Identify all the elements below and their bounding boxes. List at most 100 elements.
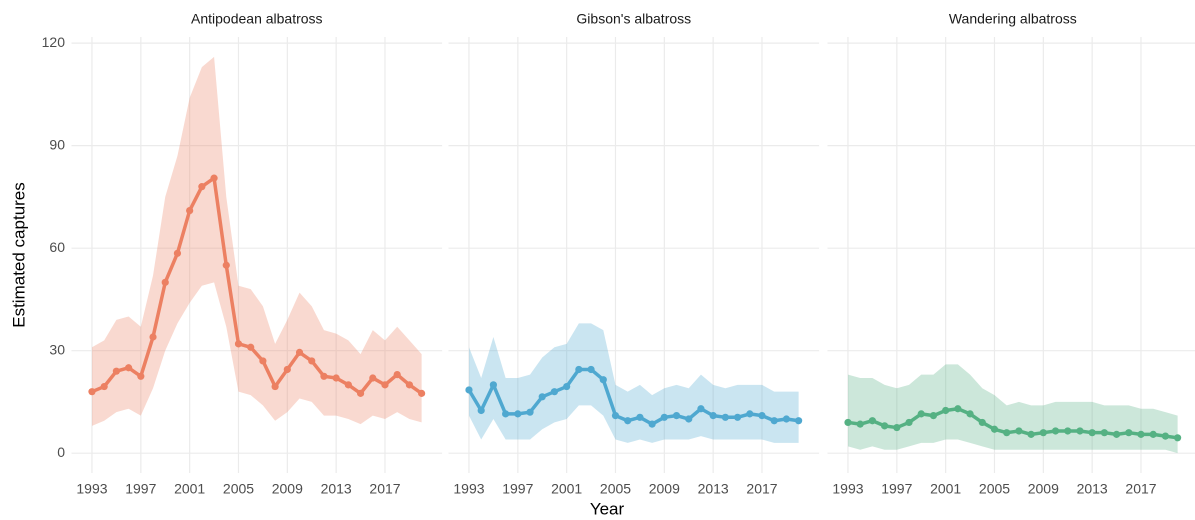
point	[465, 386, 473, 394]
ribbon	[847, 364, 1178, 454]
point	[733, 413, 742, 421]
point	[575, 365, 583, 374]
point	[881, 422, 889, 430]
point	[893, 423, 901, 432]
point	[526, 408, 534, 416]
x-tick-label: 1993	[76, 481, 107, 497]
point	[978, 418, 986, 427]
point	[112, 367, 120, 375]
point	[782, 415, 791, 423]
point	[1088, 429, 1096, 437]
x-tick-label: 2013	[321, 481, 352, 497]
point	[477, 406, 485, 415]
ribbon	[468, 323, 799, 443]
x-tick-label: 1997	[502, 481, 533, 497]
point	[247, 343, 255, 351]
x-tick-label: 1993	[832, 481, 863, 497]
point	[1039, 429, 1047, 437]
point	[137, 372, 145, 380]
point	[210, 174, 218, 182]
point	[624, 417, 632, 425]
point	[125, 364, 133, 372]
point	[758, 411, 766, 420]
line	[91, 176, 423, 396]
panel-title: Antipodean albatross	[191, 11, 323, 27]
point	[88, 388, 96, 396]
point	[1076, 427, 1084, 435]
point	[320, 372, 328, 380]
x-tick-label: 2001	[174, 481, 205, 497]
point	[1015, 427, 1023, 435]
point	[1027, 430, 1035, 438]
point	[356, 389, 365, 397]
point	[173, 249, 182, 257]
point	[636, 413, 644, 421]
x-tick-label: 2005	[223, 481, 254, 497]
point	[514, 410, 522, 418]
point	[709, 411, 717, 420]
x-tick-label: 1997	[881, 481, 912, 497]
y-tick-label: 90	[49, 136, 65, 152]
x-tick-label: 2009	[1028, 481, 1059, 497]
point	[770, 417, 778, 425]
point	[697, 405, 705, 413]
point	[1100, 429, 1108, 437]
x-tick-label: 2001	[551, 481, 582, 497]
point	[381, 381, 389, 389]
point	[660, 413, 668, 421]
line	[847, 407, 1178, 440]
point	[648, 420, 656, 428]
point	[587, 365, 595, 374]
point	[1149, 430, 1157, 438]
point	[308, 357, 316, 365]
point	[844, 418, 852, 427]
x-tick-label: 2017	[369, 481, 400, 497]
point	[990, 425, 999, 433]
point	[405, 381, 414, 389]
point	[186, 206, 194, 215]
point	[942, 406, 950, 415]
point	[599, 376, 607, 384]
point	[672, 411, 681, 420]
point	[795, 417, 803, 425]
point	[222, 261, 230, 269]
x-tick-label: 2005	[600, 481, 631, 497]
panel-title: Wandering albatross	[949, 11, 1077, 27]
point	[917, 410, 925, 418]
x-tick-label: 1997	[125, 481, 156, 497]
point	[905, 418, 913, 427]
point	[161, 278, 169, 286]
point	[538, 393, 546, 401]
x-tick-label: 2017	[746, 481, 777, 497]
point	[550, 388, 559, 396]
point	[1137, 430, 1145, 438]
y-tick-label: 30	[49, 341, 65, 357]
point	[1003, 429, 1011, 437]
x-tick-label: 2001	[930, 481, 961, 497]
point	[283, 365, 291, 374]
point	[856, 420, 864, 428]
point	[611, 411, 620, 420]
point	[721, 413, 729, 421]
y-tick-label: 60	[49, 239, 65, 255]
point	[966, 410, 974, 418]
point	[489, 381, 497, 389]
point	[418, 389, 426, 397]
x-tick-label: 2009	[272, 481, 303, 497]
line	[467, 367, 799, 426]
point	[393, 370, 401, 379]
point	[332, 374, 340, 382]
y-axis-label: Estimated captures	[9, 182, 28, 328]
point	[1174, 434, 1182, 442]
point	[1161, 432, 1170, 440]
point	[954, 405, 962, 413]
point	[563, 382, 571, 391]
x-tick-label: 2005	[979, 481, 1010, 497]
point	[259, 357, 267, 365]
x-tick-label: 1993	[453, 481, 484, 497]
point	[149, 333, 157, 341]
y-tick-label: 120	[42, 34, 66, 50]
point	[929, 411, 938, 420]
point	[344, 381, 352, 389]
x-axis-label: Year	[590, 499, 625, 518]
